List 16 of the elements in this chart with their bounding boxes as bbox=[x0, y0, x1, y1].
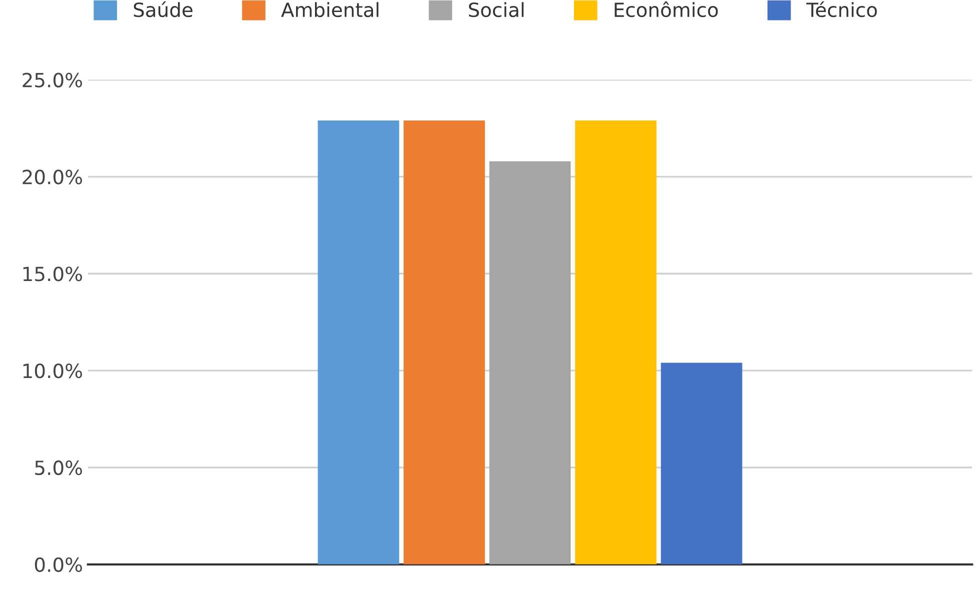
y-tick-label: 15.0% bbox=[23, 266, 82, 282]
bar bbox=[318, 120, 400, 564]
bar bbox=[660, 362, 742, 564]
legend-label: Social bbox=[468, 2, 524, 18]
legend-label: Econômico bbox=[614, 1, 718, 18]
y-tick-label: 25.0% bbox=[22, 72, 82, 88]
y-tick-label: 0.0% bbox=[34, 557, 82, 572]
legend-label: Técnico bbox=[806, 1, 877, 18]
legend-label: Ambiental bbox=[281, 2, 378, 18]
y-tick-label: 10.0% bbox=[23, 364, 82, 378]
y-tick-label: 20.0% bbox=[22, 170, 82, 184]
bar bbox=[575, 120, 656, 564]
y-tick-label: 5.0% bbox=[35, 460, 82, 476]
bar bbox=[489, 161, 571, 564]
legend-label: Saúde bbox=[134, 1, 192, 18]
bar bbox=[404, 120, 485, 564]
